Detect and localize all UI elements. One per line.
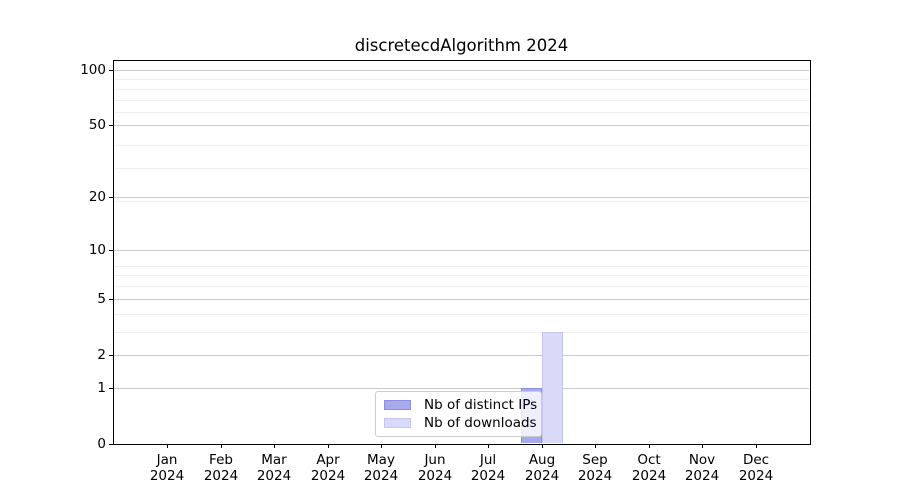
legend[interactable]: Nb of distinct IPs Nb of downloads: [375, 391, 542, 437]
legend-swatch-downloads: [384, 418, 411, 428]
y-tick-mark: [109, 355, 113, 356]
y-tick-mark: [109, 388, 113, 389]
x-tick-mark: [756, 444, 757, 448]
x-tick-label: Sep 2024: [577, 452, 613, 484]
gridline-minor: [114, 314, 809, 315]
x-tick-label: Oct 2024: [631, 452, 667, 484]
x-tick-label: Jul 2024: [470, 452, 506, 484]
x-tick-label: Dec 2024: [738, 452, 774, 484]
legend-item-distinct-ips[interactable]: Nb of distinct IPs: [384, 397, 541, 413]
x-tick-label: May 2024: [363, 452, 399, 484]
x-tick-mark: [542, 444, 543, 448]
x-tick-mark: [221, 444, 222, 448]
gridline-minor: [114, 89, 809, 90]
x-tick-mark: [274, 444, 275, 448]
x-tick-mark: [649, 444, 650, 448]
y-tick-mark: [109, 70, 113, 71]
x-tick-mark: [702, 444, 703, 448]
gridline-minor: [114, 332, 809, 333]
gridline-minor: [114, 201, 809, 202]
y-tick-label: 1: [97, 380, 106, 396]
gridline-major: [114, 355, 809, 356]
legend-swatch-distinct-ips: [384, 400, 411, 410]
gridline-major: [114, 125, 809, 126]
gridline-major: [114, 388, 809, 389]
gridline-major: [114, 197, 809, 198]
legend-label-downloads: Nb of downloads: [424, 415, 537, 431]
gridline-minor: [114, 168, 809, 169]
x-tick-mark: [167, 444, 168, 448]
y-tick-mark: [109, 125, 113, 126]
x-tick-mark: [435, 444, 436, 448]
x-tick-mark: [381, 444, 382, 448]
x-tick-mark: [328, 444, 329, 448]
gridline-minor: [114, 145, 809, 146]
y-tick-label: 2: [97, 347, 106, 363]
x-tick-label: Feb 2024: [203, 452, 239, 484]
gridline-major: [114, 250, 809, 251]
bar-nb-of-downloads-aug-2024[interactable]: [542, 332, 563, 443]
y-tick-label: 100: [80, 62, 106, 78]
gridline-major: [114, 299, 809, 300]
y-tick-label: 10: [88, 242, 106, 258]
gridline-minor: [114, 286, 809, 287]
gridline-minor: [114, 266, 809, 267]
gridline-major: [114, 70, 809, 71]
y-tick-label: 0: [97, 436, 106, 452]
x-tick-label: Mar 2024: [256, 452, 292, 484]
chart-title: discretecdAlgorithm 2024: [354, 36, 569, 55]
x-tick-label: Nov 2024: [684, 452, 720, 484]
y-tick-label: 20: [88, 189, 106, 205]
legend-label-distinct-ips: Nb of distinct IPs: [424, 397, 538, 413]
x-tick-mark: [488, 444, 489, 448]
y-tick-mark: [109, 299, 113, 300]
y-tick-mark: [109, 197, 113, 198]
gridline-minor: [114, 79, 809, 80]
x-tick-label: Jun 2024: [417, 452, 453, 484]
x-tick-label: Jan 2024: [149, 452, 185, 484]
x-tick-label: Apr 2024: [310, 452, 346, 484]
y-tick-mark: [109, 444, 113, 445]
y-tick-label: 50: [88, 117, 106, 133]
gridline-minor: [114, 275, 809, 276]
gridline-minor: [114, 100, 809, 101]
y-tick-mark: [109, 250, 113, 251]
x-tick-label: Aug 2024: [524, 452, 560, 484]
y-tick-label: 5: [97, 291, 106, 307]
x-tick-mark: [595, 444, 596, 448]
legend-item-downloads[interactable]: Nb of downloads: [384, 415, 541, 431]
gridline-minor: [114, 112, 809, 113]
